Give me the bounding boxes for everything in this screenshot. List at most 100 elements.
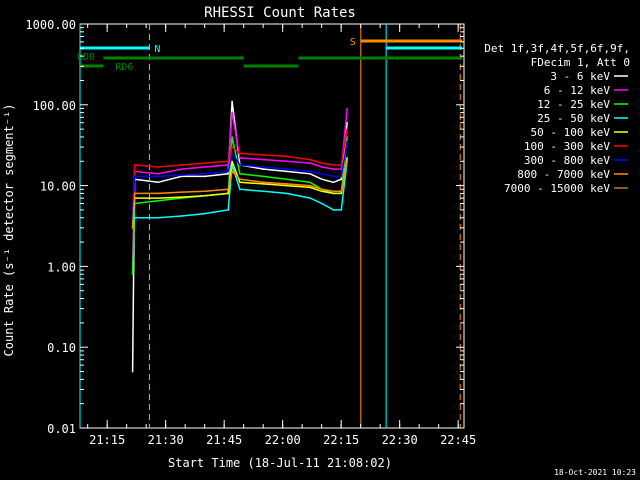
- series-point: [262, 166, 265, 168]
- series-point: [131, 227, 134, 229]
- series-point: [239, 152, 241, 155]
- series-point: [157, 192, 159, 195]
- series-point: [320, 172, 323, 175]
- series-point: [285, 160, 288, 163]
- series-point: [180, 196, 183, 198]
- series-point: [180, 164, 183, 166]
- series-point: [180, 175, 183, 178]
- series-point: [309, 184, 311, 187]
- series-point: [285, 184, 288, 187]
- series-point: [346, 136, 348, 138]
- y-tick-label: 0.01: [47, 422, 76, 436]
- series-point: [262, 190, 265, 193]
- series-point: [262, 175, 265, 178]
- y-tick-label: 1000.00: [25, 18, 76, 32]
- attenuator-state-label: N: [154, 44, 160, 55]
- series-point: [262, 181, 265, 184]
- series-point: [227, 160, 229, 163]
- series-point: [309, 170, 311, 173]
- legend-entry-label: 800 - 7000 keV: [517, 168, 610, 181]
- series-point: [239, 164, 241, 166]
- series-point: [332, 181, 335, 184]
- series-point: [227, 164, 229, 166]
- series-point: [131, 273, 134, 276]
- series-point: [180, 215, 183, 217]
- series-point: [203, 175, 206, 178]
- series-point: [346, 128, 348, 130]
- series-point: [231, 146, 233, 148]
- series-point: [133, 164, 136, 166]
- series-point: [180, 174, 183, 176]
- decimation-state-label: RD0: [77, 52, 95, 63]
- series-point: [157, 175, 159, 178]
- series-point: [320, 188, 323, 191]
- legend-entry-label: 25 - 50 keV: [537, 112, 610, 125]
- y-tick-label: 10.00: [40, 180, 76, 194]
- series-point: [309, 158, 311, 161]
- series-point: [340, 190, 343, 193]
- series-point: [346, 157, 348, 159]
- series-point: [320, 166, 323, 168]
- x-tick-label: 22:30: [382, 433, 418, 447]
- footer-timestamp: 18-Oct-2021 10:23: [554, 468, 636, 477]
- series-point: [157, 197, 159, 199]
- series-point: [332, 192, 335, 195]
- x-tick-label: 22:45: [440, 433, 476, 447]
- series-point: [203, 166, 206, 168]
- series-point: [309, 162, 311, 164]
- series-point: [157, 216, 159, 219]
- series-point: [262, 168, 265, 170]
- plot-area: N S RD0 RD6: [77, 23, 465, 429]
- legend-entry-label: 6 - 12 keV: [544, 84, 611, 97]
- series-point: [320, 162, 323, 164]
- legend-entry-label: 50 - 100 keV: [531, 126, 611, 139]
- series-point: [309, 197, 311, 199]
- series-point: [133, 175, 136, 178]
- series-point: [227, 188, 229, 191]
- legend-entry-label: 300 - 800 keV: [524, 154, 610, 167]
- series-point: [227, 209, 229, 211]
- series-point: [309, 186, 311, 189]
- series-point: [203, 194, 206, 197]
- series-point: [231, 170, 233, 173]
- series-point: [239, 188, 241, 191]
- series-point: [346, 121, 348, 124]
- series-point: [285, 178, 288, 181]
- series-point: [332, 190, 335, 193]
- series-point: [332, 175, 335, 178]
- series-point: [285, 168, 288, 170]
- legend-entry-label: 7000 - 15000 keV: [504, 182, 610, 195]
- series-point: [203, 172, 206, 175]
- series-point: [346, 160, 348, 163]
- y-axis: 0.01 0.10 1.00 10.00 100.00 1000.00: [25, 18, 464, 436]
- series-point: [262, 154, 265, 156]
- x-tick-label: 21:30: [148, 433, 184, 447]
- series-point: [340, 175, 343, 178]
- series-point: [231, 111, 233, 114]
- series-point: [157, 199, 159, 202]
- series-point: [346, 107, 348, 110]
- series-point: [285, 192, 288, 195]
- x-tick-label: 22:00: [265, 433, 301, 447]
- series-point: [340, 178, 343, 181]
- x-tick-label: 21:45: [206, 433, 242, 447]
- x-axis: 21:15 21:30 21:45 22:00 22:15 22:30 22:45: [87, 24, 476, 447]
- y-tick-label: 0.10: [47, 341, 76, 355]
- series-point: [157, 172, 159, 175]
- series-point: [239, 172, 241, 175]
- series-point: [262, 183, 265, 185]
- series-point: [203, 162, 206, 164]
- series-point: [320, 178, 323, 181]
- decimation-state-label: RD6: [115, 62, 133, 73]
- series-point: [285, 183, 288, 185]
- legend-header-line: Det 1f,3f,4f,5f,6f,9f,: [484, 42, 630, 55]
- series-point: [285, 155, 288, 158]
- series-point: [309, 181, 311, 184]
- series-point: [180, 191, 183, 193]
- legend: Det 1f,3f,4f,5f,6f,9f,FDecim 1, Att 03 -…: [484, 42, 630, 195]
- series-point: [131, 370, 134, 373]
- series-point: [262, 158, 265, 161]
- series-point: [340, 209, 343, 211]
- series-point: [340, 192, 343, 195]
